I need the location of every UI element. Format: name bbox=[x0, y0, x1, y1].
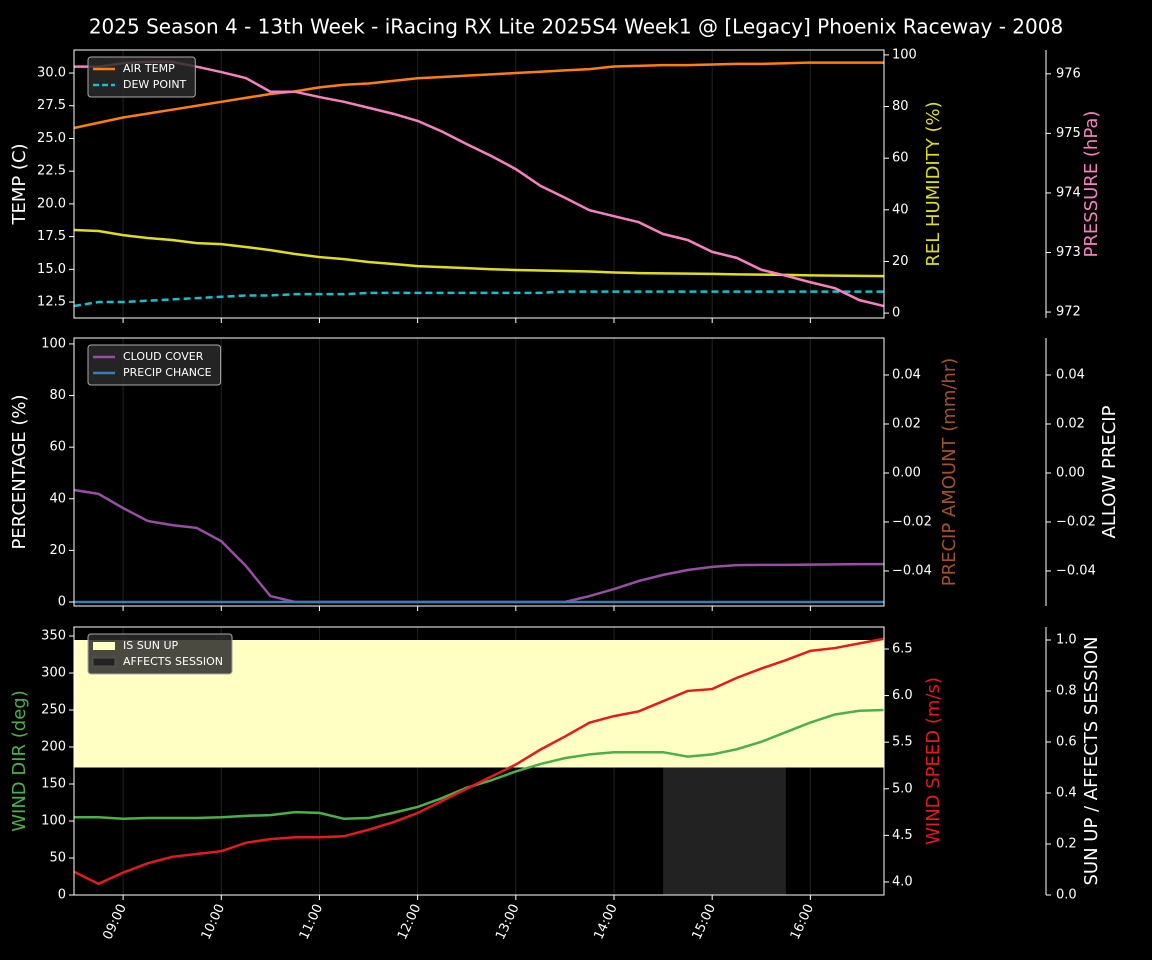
y-tick-label: 27.5 bbox=[37, 98, 66, 113]
y-tick-label: −0.04 bbox=[892, 563, 932, 578]
axis-label: TEMP (C) bbox=[9, 143, 30, 225]
axis-label: WIND DIR (deg) bbox=[9, 690, 30, 832]
y-tick-label: 20.0 bbox=[37, 196, 66, 211]
y-tick-label: 20 bbox=[49, 543, 66, 558]
axis-label: WIND SPEED (m/s) bbox=[923, 677, 944, 845]
y-tick-label: 4.0 bbox=[892, 874, 913, 889]
axis-label: REL HUMIDITY (%) bbox=[923, 101, 944, 266]
legend-label: AIR TEMP bbox=[123, 62, 175, 75]
y-tick-label: 20 bbox=[892, 254, 909, 269]
legend-swatch bbox=[93, 642, 115, 650]
y-tick-label: 350 bbox=[41, 629, 66, 644]
legend-label: AFFECTS SESSION bbox=[123, 655, 223, 668]
y-tick-label: 40 bbox=[49, 491, 66, 506]
chart-title: 2025 Season 4 - 13th Week - iRacing RX L… bbox=[89, 15, 1063, 39]
y-tick-label: 60 bbox=[892, 151, 909, 166]
legend: IS SUN UP AFFECTS SESSION bbox=[87, 633, 233, 675]
y-tick-label: 100 bbox=[41, 814, 66, 829]
line bbox=[73, 228, 885, 278]
y-tick-label: 0.6 bbox=[1056, 735, 1077, 750]
legend-label: DEW POINT bbox=[123, 78, 187, 91]
y-tick-label: −0.02 bbox=[1056, 514, 1096, 529]
y-tick-label: 30.0 bbox=[37, 66, 66, 81]
legend-label: IS SUN UP bbox=[123, 639, 179, 652]
axis-label: PRECIP AMOUNT (mm/hr) bbox=[939, 358, 960, 587]
y-tick-label: 25.0 bbox=[37, 131, 66, 146]
axis-label: PERCENTAGE (%) bbox=[9, 394, 30, 549]
y-tick-label: 0.00 bbox=[892, 465, 921, 480]
line bbox=[73, 637, 885, 886]
y-tick-label: 0.04 bbox=[1056, 367, 1085, 382]
y-tick-label: 100 bbox=[41, 336, 66, 351]
y-tick-label: 22.5 bbox=[37, 164, 66, 179]
y-tick-label: 80 bbox=[49, 388, 66, 403]
y-tick-label: 15.0 bbox=[37, 262, 66, 277]
y-tick-label: 0.04 bbox=[892, 367, 921, 382]
y-tick-label: 80 bbox=[892, 99, 909, 114]
y-tick-label: 0 bbox=[58, 595, 66, 610]
plot-frame bbox=[73, 337, 885, 607]
line bbox=[74, 60, 885, 308]
y-tick-label: 100 bbox=[892, 47, 917, 62]
y-tick-label: 60 bbox=[49, 440, 66, 455]
y-tick-label: 5.5 bbox=[892, 735, 913, 750]
y-tick-label: 6.0 bbox=[892, 688, 913, 703]
y-tick-label: −0.04 bbox=[1056, 563, 1096, 578]
legend: AIR TEMP DEW POINT bbox=[87, 56, 196, 98]
y-tick-label: 0.4 bbox=[1056, 786, 1077, 801]
y-tick-label: 975 bbox=[1056, 126, 1081, 141]
y-tick-label: 0 bbox=[892, 306, 900, 321]
legend-box bbox=[87, 633, 233, 675]
y-tick-label: 5.0 bbox=[892, 781, 913, 796]
y-tick-label: 972 bbox=[1056, 305, 1081, 320]
legend-box bbox=[87, 56, 196, 98]
y-tick-label: 0.2 bbox=[1056, 837, 1077, 852]
y-tick-label: 6.5 bbox=[892, 641, 913, 656]
y-tick-label: 973 bbox=[1056, 245, 1081, 260]
axis-label: SUN UP / AFFECTS SESSION bbox=[1081, 636, 1102, 885]
legend-label: PRECIP CHANCE bbox=[123, 366, 212, 379]
y-tick-label: −0.02 bbox=[892, 514, 932, 529]
legend-box bbox=[87, 344, 222, 386]
y-tick-label: 17.5 bbox=[37, 229, 66, 244]
y-tick-label: 0.02 bbox=[892, 416, 921, 431]
y-tick-label: 0.0 bbox=[1056, 888, 1077, 903]
axis-label: ALLOW PRECIP bbox=[1099, 405, 1120, 538]
y-tick-label: 4.5 bbox=[892, 828, 913, 843]
y-tick-label: 0.02 bbox=[1056, 416, 1085, 431]
legend-label: CLOUD COVER bbox=[123, 350, 204, 363]
y-tick-label: 12.5 bbox=[37, 295, 66, 310]
y-tick-label: 976 bbox=[1056, 66, 1081, 81]
y-tick-label: 50 bbox=[49, 851, 66, 866]
axis-label: PRESSURE (hPa) bbox=[1081, 111, 1102, 258]
y-tick-label: 0.00 bbox=[1056, 465, 1085, 480]
y-tick-label: 150 bbox=[41, 777, 66, 792]
area bbox=[74, 640, 884, 768]
plot-frame bbox=[73, 49, 885, 319]
y-tick-label: 40 bbox=[892, 202, 909, 217]
y-tick-label: 974 bbox=[1056, 185, 1081, 200]
plot-frame bbox=[73, 626, 885, 896]
area bbox=[663, 767, 786, 895]
y-tick-label: 300 bbox=[41, 666, 66, 681]
y-tick-label: 0 bbox=[58, 888, 66, 903]
y-tick-label: 1.0 bbox=[1056, 633, 1077, 648]
y-tick-label: 250 bbox=[41, 703, 66, 718]
line bbox=[73, 61, 884, 130]
line bbox=[73, 290, 884, 308]
y-tick-label: 200 bbox=[41, 740, 66, 755]
legend: CLOUD COVER PRECIP CHANCE bbox=[87, 344, 222, 386]
legend-swatch bbox=[92, 657, 116, 667]
y-tick-label: 0.8 bbox=[1056, 684, 1077, 699]
